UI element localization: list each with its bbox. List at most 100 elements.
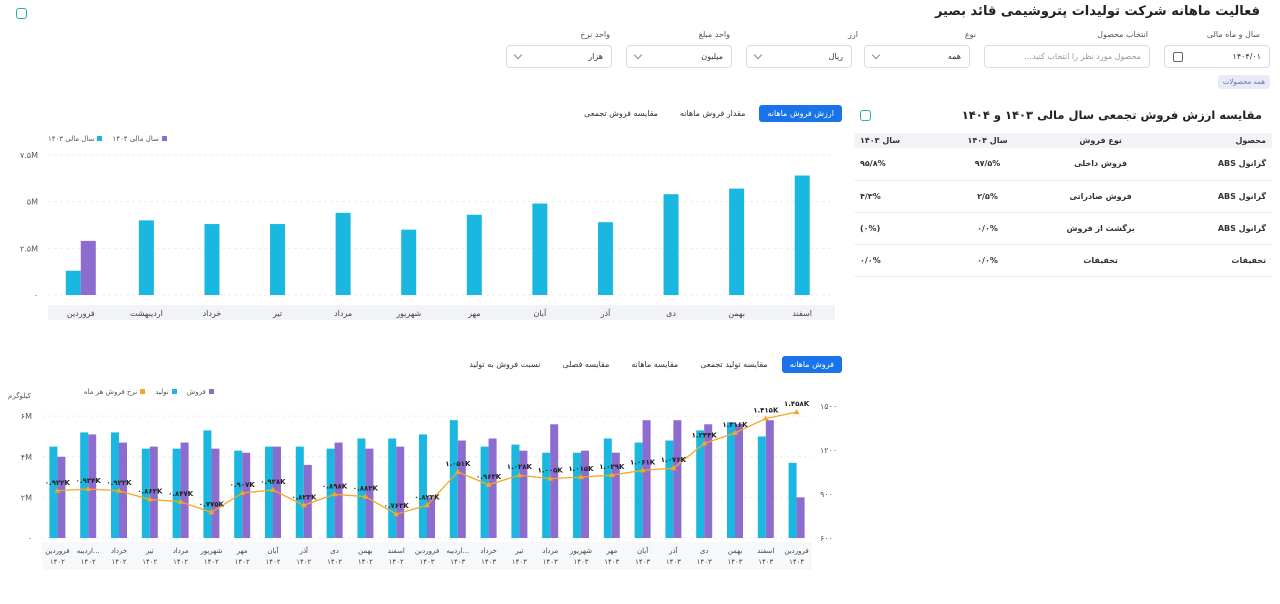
table-cell: گرانول ABS — [1169, 148, 1272, 181]
rate-point — [516, 472, 523, 478]
x-tick-label: دی — [666, 309, 676, 318]
legend-label: نرخ فروش هر ماه — [84, 388, 138, 396]
legend-item: تولید — [155, 388, 177, 396]
x-tick-year: ۱۴۰۲ — [265, 558, 280, 566]
bar-production — [326, 448, 335, 538]
currency-value: ریال — [828, 52, 843, 61]
x-tick-label: اسفند — [792, 309, 812, 318]
bar-1404 — [80, 240, 96, 295]
bar-sales — [457, 440, 466, 538]
x-tick-label: بهمن — [728, 547, 743, 555]
all-products-tag[interactable]: همه محصولات — [1217, 75, 1270, 89]
rate-label: ۰.۷۶۳K — [384, 502, 410, 510]
rate-label: ۰.۹۰۷K — [230, 481, 256, 489]
rate-unit-select[interactable]: هزار — [506, 45, 612, 68]
y-left-tick-label: ۰ — [28, 534, 32, 543]
chevron-down-icon — [753, 50, 763, 60]
tab-cumulative-sales[interactable]: مقایسه فروش تجمعی — [584, 109, 658, 118]
bar-production — [788, 462, 797, 538]
x-tick-year: ۱۴۰۳ — [573, 558, 588, 566]
x-tick-label: اردیبهشت — [130, 309, 163, 318]
x-tick-year: ۱۴۰۲ — [204, 558, 219, 566]
x-axis-band — [48, 305, 835, 320]
tab-seasonal-comparison[interactable]: مقایسه فصلی — [562, 360, 610, 369]
rate-unit-value: هزار — [588, 52, 603, 61]
table-cell: (۰%) — [854, 212, 944, 245]
bar-production — [542, 452, 551, 538]
bar-1403 — [597, 222, 613, 295]
y-tick-label: ۵M — [27, 198, 38, 207]
bar-1403 — [794, 175, 810, 295]
table-cell: تخفیفات — [1169, 244, 1272, 277]
bar-sales — [88, 434, 97, 538]
table-cell: ۴/۳% — [854, 180, 944, 213]
bar-production — [573, 452, 581, 538]
x-tick-label: اردیبه... — [77, 547, 100, 555]
product-label: انتخاب محصول — [1097, 30, 1148, 39]
bar-production — [419, 434, 427, 538]
amount-unit-label: واحد مبلغ — [698, 30, 730, 39]
rate-point — [547, 475, 554, 481]
tab-monthly-sales-value[interactable]: ارزش فروش ماهانه — [759, 105, 842, 122]
rate-label: ۱.۰۶۱K — [630, 458, 656, 466]
rate-point — [454, 468, 461, 474]
y-left-tick-label: ۴M — [21, 453, 32, 462]
monthly-sales-value-chart: ۷.۵M ۵M ۲.۵M ۰ اسفند بهمن دی آذر آبان مهر شهریور مر… — [20, 151, 835, 320]
chevron-down-icon — [513, 50, 523, 60]
bar-production — [265, 446, 273, 538]
bar-1403 — [270, 224, 286, 295]
x-tick-year: ۱۴۰۴ — [789, 558, 804, 566]
table-row: گرانول ABS برگشت از فروش ۰/۰% (۰%) — [854, 212, 1272, 245]
rate-label: ۰.۸۴۷K — [168, 490, 194, 498]
calendar-icon — [1173, 51, 1183, 62]
bar-production — [388, 438, 397, 538]
chart2-tabs: فروش ماهانه مقایسه تولید تجمعی مقایسه ما… — [461, 356, 842, 373]
x-tick-year: ۱۴۰۳ — [697, 558, 712, 566]
export-icon[interactable] — [16, 8, 27, 19]
bar-sales — [180, 442, 189, 538]
type-select[interactable]: همه — [864, 45, 970, 68]
currency-label: ارز — [848, 30, 858, 39]
x-tick-year: ۱۴۰۲ — [142, 558, 157, 566]
x-tick-year: ۱۴۰۳ — [419, 558, 434, 566]
rate-point — [362, 493, 369, 499]
y-tick-label: ۷.۵M — [20, 151, 38, 160]
y-right-tick-label: ۹۰۰ — [820, 490, 833, 499]
table-cell: ۲/۵% — [943, 180, 1033, 213]
rate-label: ۰.۹۲۲K — [45, 479, 71, 487]
table-cell: گرانول ABS — [1169, 180, 1272, 213]
x-tick-year: ۱۴۰۳ — [512, 558, 527, 566]
bar-sales — [519, 450, 528, 538]
x-tick-label: فروردین — [784, 547, 808, 555]
bar-sales — [149, 446, 158, 538]
rate-point — [732, 429, 738, 435]
tab-monthly-sales-quantity[interactable]: مقدار فروش ماهانه — [679, 109, 746, 118]
table-cell: فروش داخلی — [1032, 148, 1170, 181]
rate-point — [670, 465, 677, 471]
amount-unit-select[interactable]: میلیون — [626, 45, 732, 68]
year-select[interactable]: ۱۴۰۴/۰۱ — [1164, 45, 1270, 68]
legend-label: تولید — [155, 388, 169, 396]
bar-production — [295, 446, 304, 538]
product-input[interactable]: محصول مورد نظر را انتخاب کنید... — [984, 45, 1150, 68]
table-header: محصول — [1169, 133, 1272, 148]
monthly-sales-chart: ۶M ۴M ۲M ۰ ۱۵۰۰ ۱۲۰۰ ۹۰۰ ۶۰۰ فروردین ۱۴۰۴ اسفند ۱۴۰… — [21, 400, 837, 570]
x-tick-label: آبان — [267, 546, 279, 555]
bar-production — [727, 422, 735, 538]
tab-cumulative-production[interactable]: مقایسه تولید تجمعی — [700, 360, 768, 369]
bar-sales — [334, 442, 343, 538]
y-right-tick-label: ۱۵۰۰ — [820, 402, 837, 411]
tab-sales-to-production[interactable]: نسبت فروش به تولید — [469, 360, 541, 369]
currency-select[interactable]: ریال — [746, 45, 852, 68]
bar-sales — [242, 452, 251, 538]
bar-production — [141, 448, 150, 538]
tab-monthly-sales[interactable]: فروش ماهانه — [781, 356, 842, 373]
y-tick-label: ۲.۵M — [20, 244, 38, 253]
export-icon[interactable] — [860, 110, 871, 121]
tab-monthly-comparison[interactable]: مقایسه ماهانه — [631, 360, 679, 369]
rate-label: ۰.۸۲۳K — [291, 493, 317, 501]
legend-item: سال مالی ۱۴۰۳ — [48, 135, 103, 143]
bar-1403 — [729, 188, 745, 295]
x-tick-label: آبان — [533, 308, 547, 318]
rate-point — [270, 486, 276, 492]
